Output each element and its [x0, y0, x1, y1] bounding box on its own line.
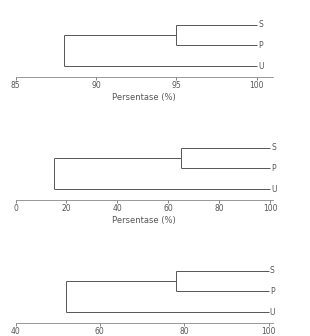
X-axis label: Persentase (%): Persentase (%) [112, 92, 176, 101]
Text: U: U [258, 62, 264, 71]
X-axis label: Persentase (%): Persentase (%) [112, 215, 176, 224]
Text: P: P [270, 287, 274, 296]
Text: S: S [272, 143, 276, 152]
Text: U: U [270, 308, 275, 317]
Text: P: P [258, 41, 263, 50]
Text: U: U [272, 185, 277, 194]
Text: S: S [270, 266, 275, 275]
Text: P: P [272, 164, 276, 173]
Text: S: S [258, 20, 263, 29]
